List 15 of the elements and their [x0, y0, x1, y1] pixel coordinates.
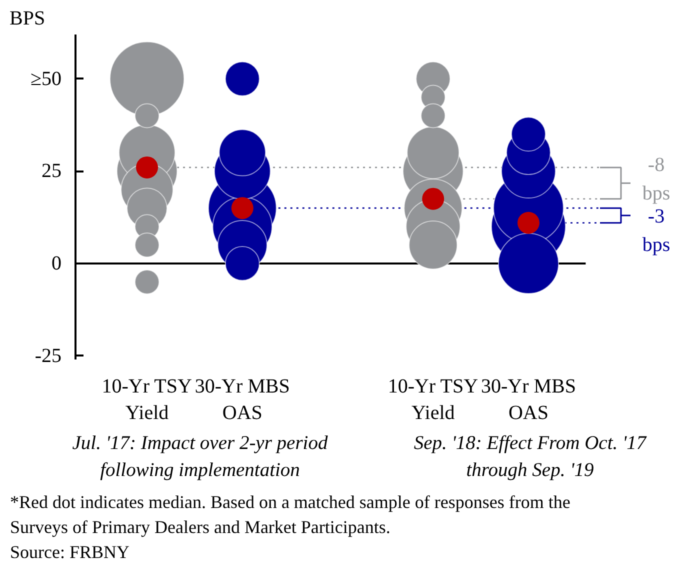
y-axis-title: BPS [10, 8, 46, 30]
text: *Red dot indicates median. Based on a matched sample of responses from the Surveys of Primary Dealers and Market Participants. [10, 491, 572, 539]
text: Jul. '17: Impact over 2-yr period following implementation [71, 432, 329, 483]
y-tick-label: -25 [34, 344, 62, 367]
y-tick-label: ≥50 [30, 68, 62, 90]
x-tick-label: 10-Yr TSY Yield [102, 376, 192, 424]
x-tick-label: 30-Yr MBS OAS [480, 376, 576, 424]
text: -3 bps [642, 205, 670, 256]
source-note: Source: FRBNY [10, 541, 131, 564]
y-tick-label: 25 [42, 160, 62, 182]
x-tick-label: 30-Yr MBS OAS [194, 376, 290, 424]
text: Sep. '18: Effect From Oct. '17 through Sep. '19 [412, 432, 648, 483]
text: -8 bps [642, 154, 670, 204]
y-tick-label: 0 [52, 252, 62, 274]
x-tick-label: 10-Yr TSY Yield [388, 376, 478, 424]
